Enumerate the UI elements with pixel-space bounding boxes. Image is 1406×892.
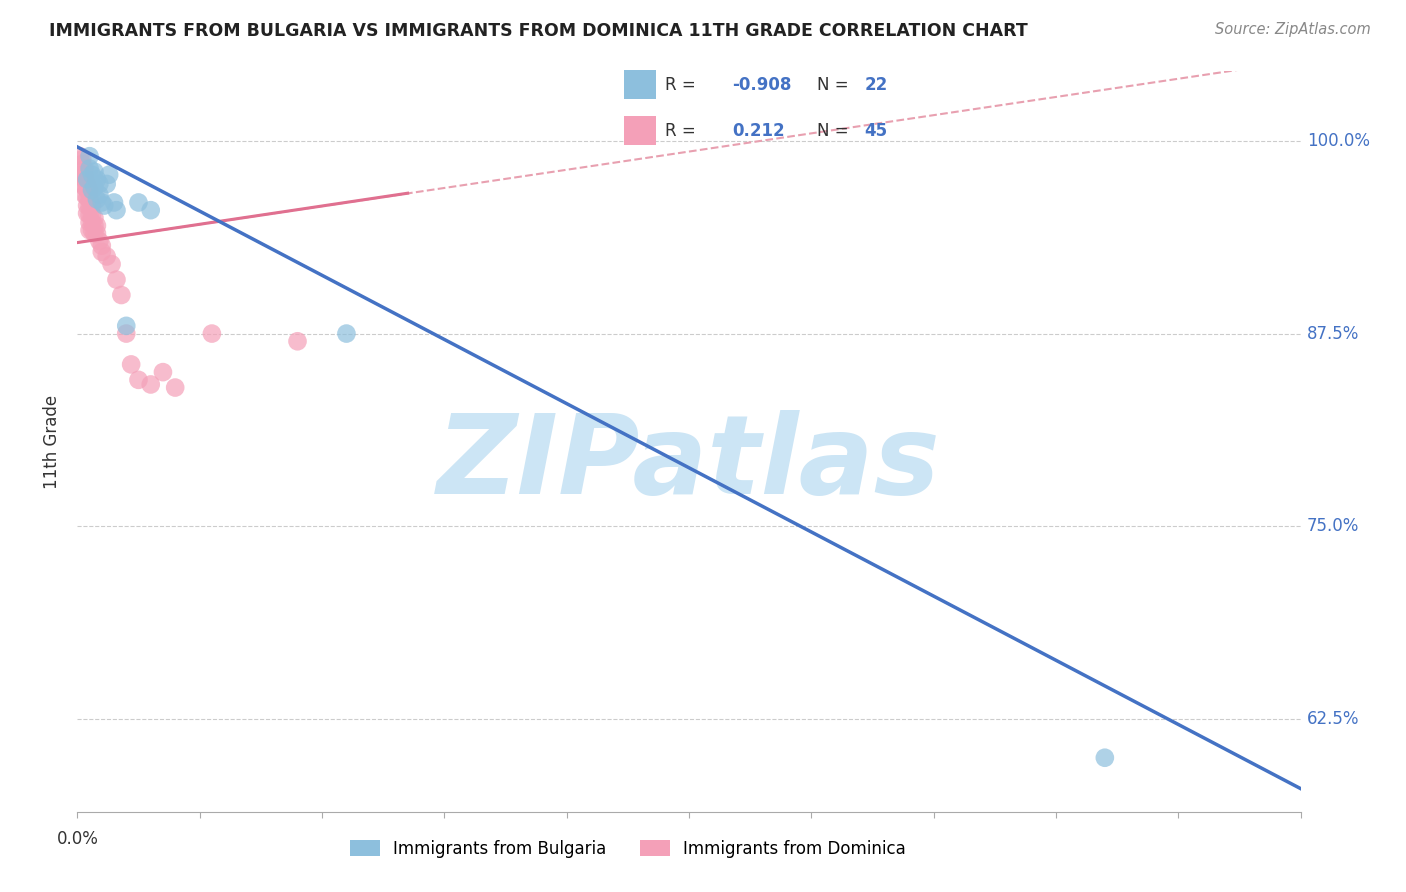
- Point: [90, 244, 112, 259]
- Point: [76, 198, 98, 212]
- Point: [73, 180, 96, 194]
- Text: 62.5%: 62.5%: [1306, 710, 1360, 728]
- Text: R =: R =: [665, 76, 696, 94]
- Point: [79, 223, 101, 237]
- Point: [70, 157, 93, 171]
- Point: [139, 377, 162, 392]
- Legend: Immigrants from Bulgaria, Immigrants from Dominica: Immigrants from Bulgaria, Immigrants fro…: [342, 831, 914, 866]
- Point: [80, 198, 103, 212]
- Point: [152, 365, 174, 379]
- Point: [96, 177, 118, 191]
- Point: [1094, 750, 1116, 764]
- Point: [76, 206, 98, 220]
- Text: R =: R =: [665, 122, 696, 140]
- Point: [105, 203, 128, 218]
- Point: [76, 177, 98, 191]
- Point: [70, 177, 93, 191]
- Point: [103, 195, 125, 210]
- FancyBboxPatch shape: [624, 117, 655, 145]
- Text: 100.0%: 100.0%: [1306, 132, 1369, 150]
- Point: [73, 168, 96, 182]
- Point: [69, 149, 91, 163]
- Point: [80, 215, 103, 229]
- Point: [76, 191, 98, 205]
- Point: [98, 168, 121, 182]
- Y-axis label: 11th Grade: 11th Grade: [44, 394, 62, 489]
- Point: [86, 219, 108, 233]
- Point: [89, 177, 111, 191]
- Point: [79, 200, 101, 214]
- Point: [127, 373, 149, 387]
- Point: [100, 257, 122, 271]
- Point: [110, 288, 132, 302]
- Point: [79, 208, 101, 222]
- Point: [80, 183, 103, 197]
- Point: [127, 195, 149, 210]
- Point: [73, 172, 96, 186]
- Point: [83, 180, 105, 194]
- Point: [165, 380, 187, 394]
- Point: [83, 164, 105, 178]
- Text: 0.212: 0.212: [731, 122, 785, 140]
- Text: 22: 22: [865, 76, 889, 94]
- Point: [70, 153, 93, 167]
- Point: [80, 223, 103, 237]
- Text: N =: N =: [817, 76, 849, 94]
- Text: Source: ZipAtlas.com: Source: ZipAtlas.com: [1215, 22, 1371, 37]
- Point: [90, 195, 112, 210]
- Point: [201, 326, 224, 341]
- Text: 45: 45: [865, 122, 887, 140]
- Text: 0.0%: 0.0%: [56, 830, 98, 848]
- Point: [139, 203, 162, 218]
- Point: [89, 234, 111, 248]
- Point: [90, 238, 112, 252]
- Point: [86, 193, 108, 207]
- Text: -0.908: -0.908: [731, 76, 792, 94]
- Point: [115, 326, 138, 341]
- Point: [73, 187, 96, 202]
- Point: [287, 334, 309, 349]
- Text: N =: N =: [817, 122, 849, 140]
- Point: [70, 168, 93, 182]
- Point: [120, 358, 142, 372]
- Point: [83, 227, 105, 241]
- Point: [335, 326, 357, 341]
- Point: [76, 172, 98, 186]
- Text: IMMIGRANTS FROM BULGARIA VS IMMIGRANTS FROM DOMINICA 11TH GRADE CORRELATION CHAR: IMMIGRANTS FROM BULGARIA VS IMMIGRANTS F…: [49, 22, 1028, 40]
- Point: [83, 211, 105, 225]
- FancyBboxPatch shape: [624, 70, 655, 99]
- Point: [96, 249, 118, 263]
- Text: 75.0%: 75.0%: [1306, 517, 1360, 535]
- Point: [80, 208, 103, 222]
- Point: [79, 193, 101, 207]
- Point: [79, 161, 101, 176]
- Point: [79, 215, 101, 229]
- Point: [83, 219, 105, 233]
- Point: [80, 168, 103, 182]
- Point: [105, 272, 128, 286]
- Text: 87.5%: 87.5%: [1306, 325, 1360, 343]
- Point: [93, 198, 115, 212]
- Point: [86, 172, 108, 186]
- Point: [76, 183, 98, 197]
- Point: [86, 227, 108, 241]
- Point: [89, 187, 111, 202]
- Point: [79, 183, 101, 197]
- Point: [73, 161, 96, 176]
- Point: [79, 149, 101, 163]
- Point: [115, 318, 138, 333]
- Text: ZIPatlas: ZIPatlas: [437, 410, 941, 517]
